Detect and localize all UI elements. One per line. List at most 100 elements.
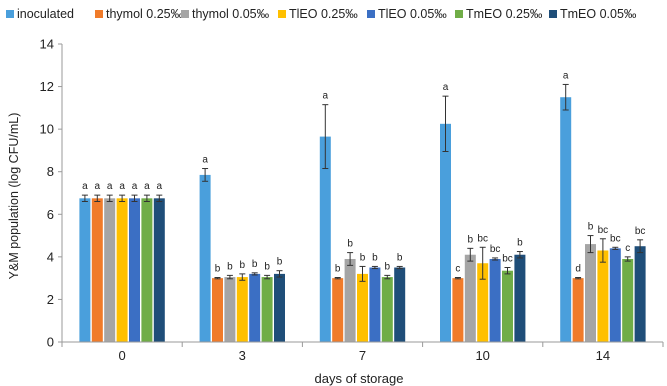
legend-swatch	[549, 10, 557, 18]
significance-label: b	[517, 238, 523, 249]
bar	[357, 273, 368, 342]
significance-label: bc	[502, 254, 513, 265]
y-tick-label: 8	[47, 164, 54, 179]
significance-label: a	[323, 91, 329, 102]
bar	[79, 198, 91, 342]
bar	[369, 267, 381, 342]
x-tick-label: 7	[359, 348, 366, 363]
x-axis: 0 3 7 10 14	[61, 341, 664, 363]
significance-label: c	[455, 264, 460, 275]
legend-swatch	[367, 10, 375, 18]
bar	[502, 270, 513, 342]
significance-label: b	[360, 252, 366, 263]
bar	[452, 278, 464, 342]
bar	[634, 246, 646, 342]
significance-label: b	[347, 239, 353, 250]
significance-label: bc	[477, 233, 488, 244]
y-tick-label: 10	[40, 122, 54, 137]
x-axis-title: days of storage	[315, 371, 404, 386]
legend-swatch	[181, 10, 189, 18]
bar	[572, 278, 584, 342]
bar	[236, 277, 248, 342]
significance-label: b	[397, 252, 403, 263]
significance-label: a	[144, 181, 150, 192]
bar	[274, 273, 285, 342]
significance-label: b	[385, 261, 391, 272]
bar	[514, 254, 526, 342]
significance-label: b	[335, 264, 341, 275]
bar	[381, 277, 393, 342]
significance-label: a	[157, 181, 163, 192]
y-tick-label: 12	[40, 79, 54, 94]
significance-label: b	[252, 259, 258, 270]
significance-label: bc	[635, 226, 646, 237]
y-tick-label: 14	[40, 37, 54, 52]
legend-label: TmEO 0.25‰	[466, 7, 543, 21]
bar	[394, 267, 406, 342]
bar	[585, 244, 596, 342]
bar	[129, 198, 140, 342]
bar	[199, 174, 211, 342]
significance-label: a	[107, 181, 113, 192]
legend-swatch	[6, 10, 14, 18]
significance-label: b	[215, 264, 221, 275]
significance-label: a	[95, 181, 101, 192]
bar	[609, 248, 621, 342]
bar	[597, 250, 609, 342]
bar	[622, 258, 634, 342]
significance-label: b	[468, 234, 474, 245]
bar	[344, 258, 356, 342]
significance-label: b	[227, 261, 233, 272]
legend-label: TmEO 0.05‰	[560, 7, 637, 21]
bar	[249, 273, 261, 342]
y-tick-label: 0	[47, 335, 54, 350]
significance-label: a	[82, 181, 88, 192]
legend-swatch	[278, 10, 286, 18]
legend-label: TlEO 0.25‰	[289, 7, 358, 21]
legend-swatch	[455, 10, 463, 18]
bar	[104, 198, 116, 342]
legend-label: thymol 0.25‰	[106, 7, 184, 21]
legend-swatch	[95, 10, 103, 18]
significance-label: a	[119, 181, 125, 192]
bar	[332, 278, 344, 342]
y-axis-title: Y&M population (log CFU/mL)	[7, 113, 21, 280]
bar	[153, 198, 165, 342]
significance-label: a	[443, 82, 449, 93]
x-tick-label: 10	[475, 348, 489, 363]
legend-label: thymol 0.05‰	[192, 7, 270, 21]
legend-label: inoculated	[17, 7, 74, 21]
significance-label: bc	[598, 225, 609, 236]
y-tick-label: 6	[47, 207, 54, 222]
significance-label: b	[240, 260, 246, 271]
significance-label: a	[132, 181, 138, 192]
significance-label: b	[277, 257, 283, 268]
bar	[91, 198, 103, 342]
bar	[116, 198, 128, 342]
y-tick-label: 4	[47, 249, 54, 264]
x-tick-label: 14	[596, 348, 610, 363]
bar	[141, 198, 153, 342]
significance-label: b	[372, 252, 378, 263]
bar	[464, 254, 476, 342]
bar	[319, 136, 331, 342]
bar	[261, 277, 273, 342]
x-tick-label: 3	[239, 348, 246, 363]
significance-label: c	[625, 243, 630, 254]
x-tick-label: 0	[118, 348, 125, 363]
significance-label: a	[563, 70, 569, 81]
y-axis: 0 2 4 6 8 10 12 14	[40, 37, 63, 350]
significance-label: bc	[610, 233, 621, 244]
bar	[224, 277, 236, 342]
y-tick-label: 2	[47, 292, 54, 307]
bar	[489, 258, 501, 342]
bar	[560, 97, 572, 342]
significance-label: d	[575, 264, 581, 275]
bar	[440, 123, 451, 342]
significance-label: b	[264, 261, 270, 272]
bar	[212, 278, 223, 342]
legend: inoculated thymol 0.25‰ thymol 0.05‰ TlEO 0…	[6, 7, 637, 21]
significance-label: bc	[490, 244, 501, 255]
